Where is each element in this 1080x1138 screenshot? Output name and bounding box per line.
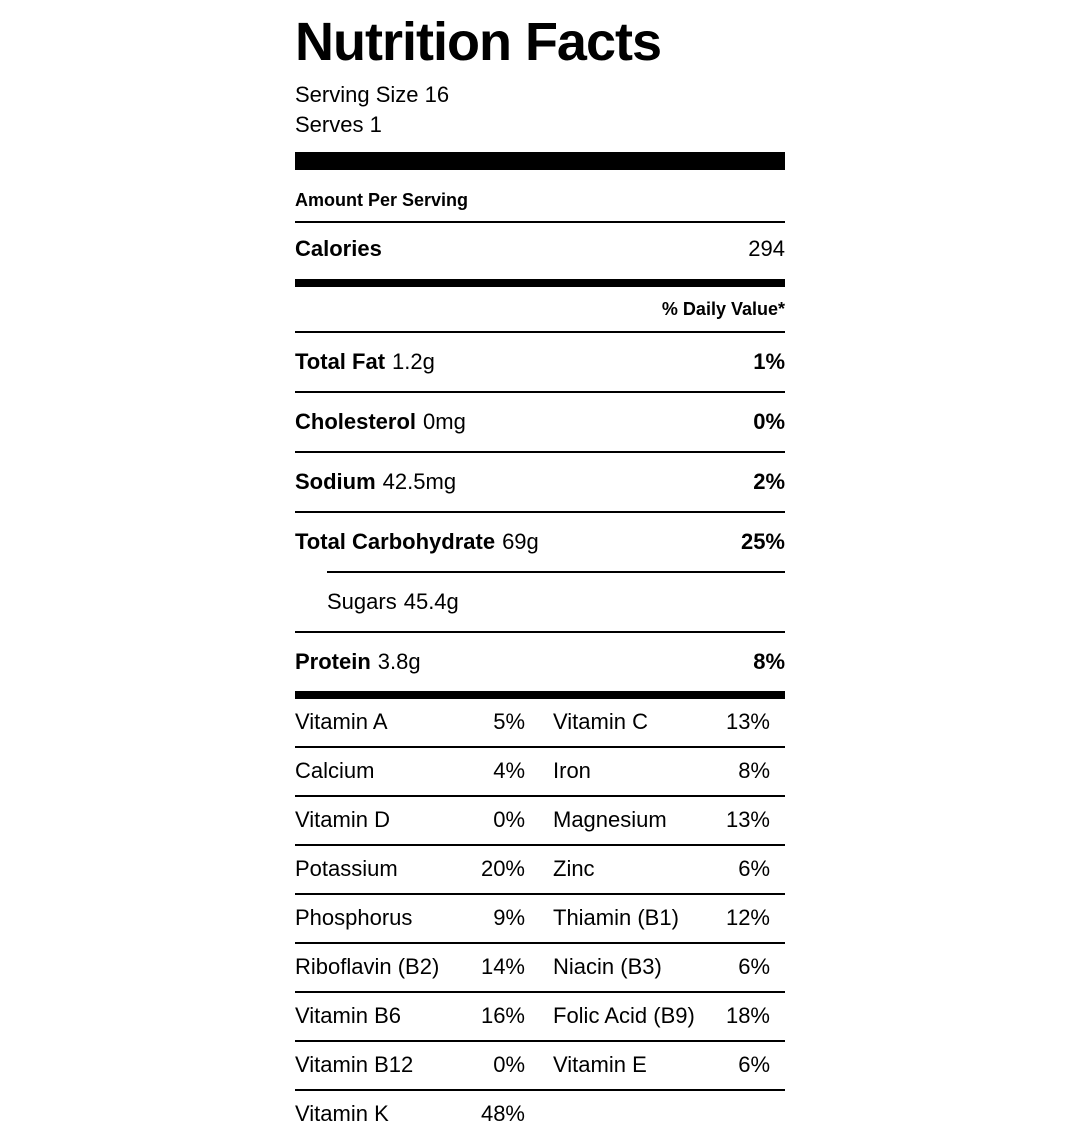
micronutrient-daily-value: 13%: [725, 709, 770, 735]
micronutrient-row: Vitamin B6 16% Folic Acid (B9) 18%: [295, 993, 785, 1043]
nutrition-facts-label: Nutrition Facts Serving Size 16 Serves 1…: [295, 12, 785, 1138]
micronutrient-row: Phosphorus 9% Thiamin (B1) 12%: [295, 895, 785, 945]
micronutrient-daily-value: 6%: [738, 954, 770, 980]
micronutrient-daily-value: 12%: [725, 905, 770, 931]
nutrient-name: Cholesterol: [295, 409, 417, 435]
micronutrient-daily-value: 9%: [493, 905, 525, 931]
divider: [295, 331, 785, 334]
micronutrient-daily-value: 48%: [480, 1101, 525, 1127]
nutrient-text: Protein 3.8g: [295, 649, 421, 675]
micronutrient-name: Vitamin C: [553, 709, 648, 735]
micronutrient-name: Zinc: [553, 856, 595, 882]
micronutrient-name: Potassium: [295, 856, 398, 882]
nutrient-amount: 3.8g: [377, 649, 421, 675]
daily-value-heading: % Daily Value*: [661, 299, 785, 320]
medium-divider-protein: [295, 691, 785, 700]
micronutrient-daily-value: 0%: [493, 807, 525, 833]
nutrient-amount: 0mg: [423, 409, 466, 435]
nutrient-amount: 1.2g: [392, 349, 435, 375]
micronutrient-daily-value: 18%: [725, 1003, 770, 1029]
micronutrient-daily-value: 13%: [725, 807, 770, 833]
micronutrient-row: Riboflavin (B2) 14% Niacin (B3) 6%: [295, 944, 785, 994]
nutrient-text: Sugars 45.4g: [327, 589, 459, 615]
micronutrient-row: Vitamin D 0% Magnesium 13%: [295, 797, 785, 847]
micronutrient-daily-value: 4%: [493, 758, 525, 784]
nutrient-name: Total Fat: [295, 349, 386, 375]
micronutrient-name: Thiamin (B1): [553, 905, 679, 931]
nutrient-daily-value: 0%: [753, 409, 785, 435]
nutrient-amount: 69g: [502, 529, 539, 555]
nutrient-row-cholesterol: Cholesterol 0mg 0%: [295, 393, 785, 451]
thick-divider-top: [295, 152, 785, 171]
nutrient-daily-value: 1%: [753, 349, 785, 375]
micronutrient-daily-value: 14%: [480, 954, 525, 980]
micronutrient-row: Potassium 20% Zinc 6%: [295, 846, 785, 896]
micronutrient-name: Riboflavin (B2): [295, 954, 440, 980]
calories-value: 294: [748, 236, 785, 262]
micronutrient-name: Niacin (B3): [553, 954, 662, 980]
micronutrient-name: Vitamin A: [295, 709, 388, 735]
micronutrient-name: Vitamin E: [553, 1052, 647, 1078]
serving-info: Serving Size 16 Serves 1: [295, 80, 785, 140]
nutrient-amount: 45.4g: [403, 589, 459, 615]
micronutrient-name: Folic Acid (B9): [553, 1003, 695, 1029]
micronutrient-row: Calcium 4% Iron 8%: [295, 748, 785, 798]
nutrient-text: Cholesterol 0mg: [295, 409, 466, 435]
medium-divider-calories: [295, 279, 785, 288]
micronutrient-name: Vitamin B6: [295, 1003, 401, 1029]
nutrient-row-sodium: Sodium 42.5mg 2%: [295, 453, 785, 511]
serving-size-text: Serving Size 16: [295, 82, 450, 108]
divider: [295, 451, 785, 454]
nutrient-text: Sodium 42.5mg: [295, 469, 456, 495]
nutrient-row-protein: Protein 3.8g 8%: [295, 633, 785, 691]
nutrient-text: Total Carbohydrate 69g: [295, 529, 539, 555]
micronutrient-name: Vitamin B12: [295, 1052, 414, 1078]
calories-row: Calories 294: [295, 223, 785, 279]
micronutrient-name: Phosphorus: [295, 905, 413, 931]
micronutrient-name: Vitamin K: [295, 1101, 389, 1127]
micronutrient-daily-value: 0%: [493, 1052, 525, 1078]
nutrient-daily-value: 2%: [753, 469, 785, 495]
micronutrient-daily-value: 8%: [738, 758, 770, 784]
divider: [295, 391, 785, 394]
nutrient-daily-value: 25%: [740, 529, 785, 555]
micronutrient-row: Vitamin A 5% Vitamin C 13%: [295, 699, 785, 749]
micronutrient-daily-value: 6%: [738, 1052, 770, 1078]
amount-per-serving-heading: Amount Per Serving: [295, 190, 469, 211]
micronutrient-daily-value: 20%: [480, 856, 525, 882]
divider: [295, 511, 785, 514]
divider-indented: [327, 571, 785, 574]
calories-label: Calories: [295, 236, 382, 262]
micronutrient-name: Calcium: [295, 758, 375, 784]
nutrient-row-total-carbohydrate: Total Carbohydrate 69g 25%: [295, 513, 785, 571]
micronutrient-table: Vitamin A 5% Vitamin C 13% Calcium 4% Ir…: [295, 699, 785, 1138]
micronutrient-row: Vitamin K 48%: [295, 1091, 785, 1138]
nutrient-row-total-fat: Total Fat 1.2g 1%: [295, 333, 785, 391]
micronutrient-row: Vitamin B12 0% Vitamin E 6%: [295, 1042, 785, 1092]
micronutrient-daily-value: 5%: [493, 709, 525, 735]
serves-text: Serves 1: [295, 112, 382, 138]
nutrient-row-sugars: Sugars 45.4g: [295, 573, 785, 631]
micronutrient-daily-value: 6%: [738, 856, 770, 882]
nutrient-daily-value: 8%: [753, 649, 785, 675]
nutrient-text: Total Fat 1.2g: [295, 349, 435, 375]
micronutrient-name: Magnesium: [553, 807, 667, 833]
micronutrient-daily-value: 16%: [480, 1003, 525, 1029]
label-title: Nutrition Facts: [295, 12, 662, 72]
nutrient-name: Sugars: [327, 589, 397, 615]
micronutrient-name: Vitamin D: [295, 807, 390, 833]
nutrient-name: Protein: [295, 649, 371, 675]
nutrient-name: Total Carbohydrate: [295, 529, 496, 555]
nutrient-name: Sodium: [295, 469, 376, 495]
divider: [295, 631, 785, 634]
nutrient-amount: 42.5mg: [382, 469, 457, 495]
micronutrient-name: Iron: [553, 758, 591, 784]
divider: [295, 221, 785, 224]
